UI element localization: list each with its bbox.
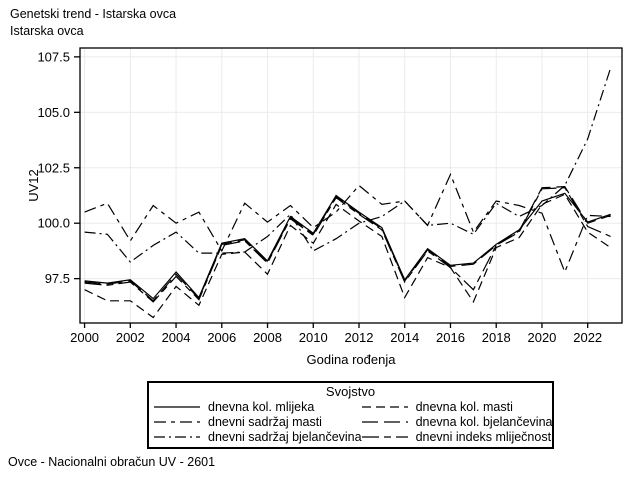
y-tick-label: 100.0: [37, 216, 70, 231]
series-line-1: [84, 193, 611, 319]
legend-line-sample-2: [154, 420, 200, 423]
x-tick-label: 2002: [116, 330, 145, 345]
series-line-4: [84, 67, 612, 263]
y-tick-label: 105.0: [37, 105, 70, 120]
x-tick-label: 2010: [299, 330, 328, 345]
x-tick-label: 2004: [162, 330, 191, 345]
plot-frame: [79, 47, 623, 324]
legend-item-2: dnevni sadržaj masti: [154, 414, 362, 429]
x-axis-title: Godina rođenja: [307, 352, 397, 367]
x-tick-label: 2000: [70, 330, 99, 345]
legend-box: Svojstvo dnevna kol. mlijeka dnevna kol. …: [147, 381, 554, 449]
trend-plot: 2000 2002 2004 2006 2008 2010 2012 2014 2016 2018…: [26, 47, 623, 367]
legend-label-5: dnevni indeks mliječnosti: [415, 429, 554, 444]
x-tick-label: 2018: [482, 330, 511, 345]
series-line-5: [84, 187, 611, 303]
x-tick-label: 2022: [573, 330, 602, 345]
y-tick-label: 97.5: [45, 271, 70, 286]
x-tick-label: 2012: [345, 330, 374, 345]
legend-label-1: dnevna kol. masti: [415, 399, 513, 414]
legend-label-0: dnevna kol. mlijeka: [208, 399, 315, 414]
legend-line-sample-3: [361, 420, 408, 423]
y-tick-label: 102.5: [37, 160, 70, 175]
chart-subtitle: Istarska ovca: [10, 24, 84, 38]
legend-label-3: dnevna kol. bjelančevina: [415, 414, 553, 429]
legend-line-sample-4: [154, 435, 200, 438]
series-line-2: [84, 172, 611, 274]
legend-item-5: dnevni indeks mliječnosti: [361, 429, 554, 444]
x-tick-label: 2008: [253, 330, 282, 345]
legend-line-sample-5: [361, 435, 408, 438]
x-tick-label: 2014: [390, 330, 419, 345]
x-tick-label: 2016: [436, 330, 465, 345]
series-line-3: [84, 185, 611, 302]
footer-source-text: Ovce - Nacionalni obračun UV - 2601: [8, 455, 216, 469]
x-tick-label: 2020: [527, 330, 556, 345]
legend-item-4: dnevni sadržaj bjelančevina: [154, 429, 362, 444]
legend-item-1: dnevna kol. masti: [361, 399, 554, 414]
chart-titles: Genetski trend - Istarska ovca Istarska …: [10, 6, 176, 40]
legend-line-sample-0: [154, 405, 200, 408]
legend-line-sample-1: [361, 405, 408, 408]
y-tick-label: 107.5: [37, 49, 70, 64]
y-axis-title: UV12: [26, 169, 41, 202]
chart-title: Genetski trend - Istarska ovca: [10, 7, 177, 21]
legend-label-2: dnevni sadržaj masti: [208, 414, 322, 429]
series-line-0: [84, 192, 611, 300]
x-tick-label: 2006: [207, 330, 236, 345]
legend-item-0: dnevna kol. mlijeka: [154, 399, 362, 414]
legend-title: Svojstvo: [325, 384, 376, 399]
legend-label-4: dnevni sadržaj bjelančevina: [208, 429, 362, 444]
legend-entries: dnevna kol. mlijeka dnevna kol. masti dnev…: [154, 399, 554, 444]
legend-item-3: dnevna kol. bjelančevina: [361, 414, 554, 429]
